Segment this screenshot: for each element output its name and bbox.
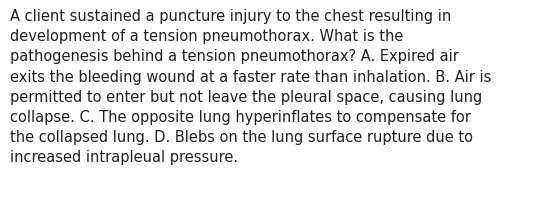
- Text: A client sustained a puncture injury to the chest resulting in
development of a : A client sustained a puncture injury to …: [10, 9, 492, 165]
